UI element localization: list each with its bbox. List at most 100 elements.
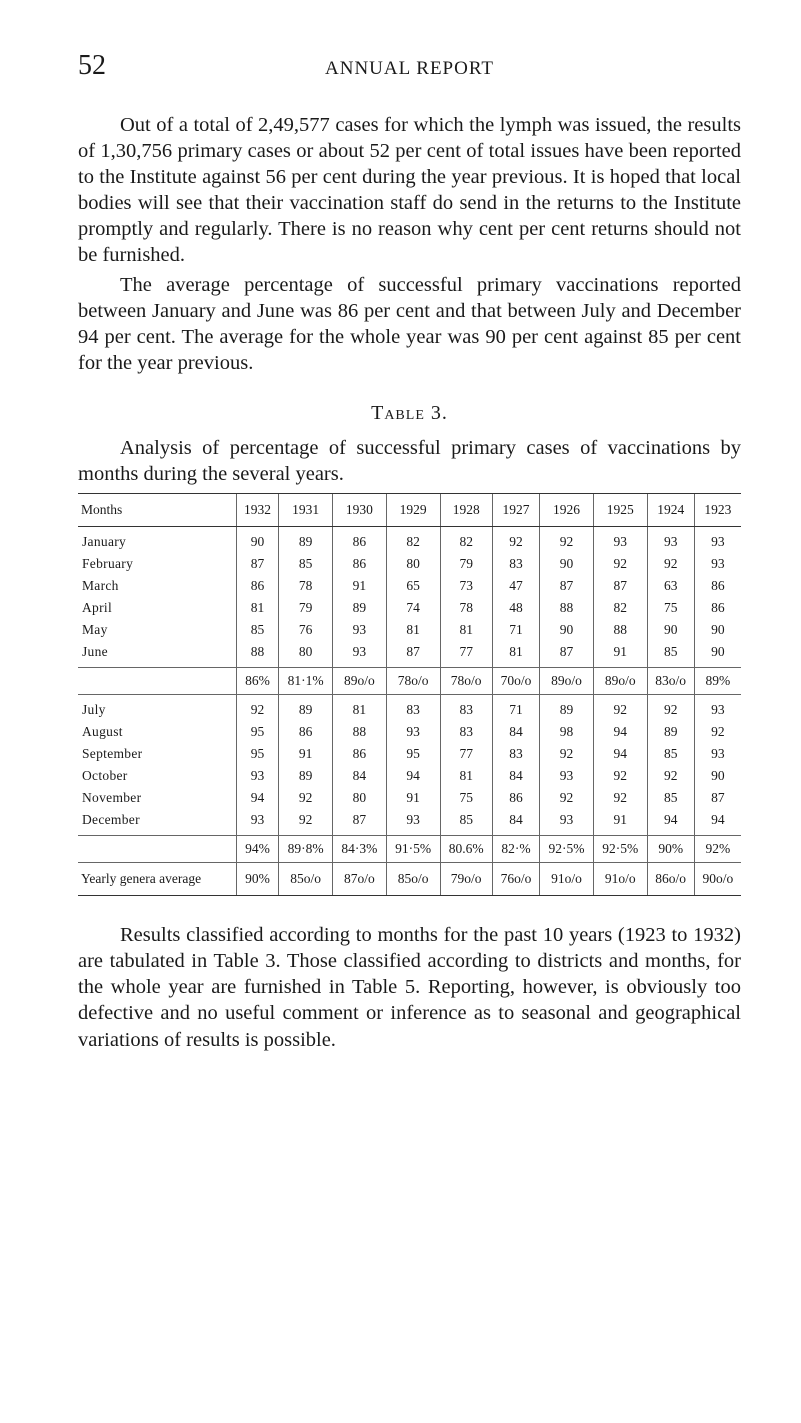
cell: 91 [333,575,387,597]
cell: 95 [236,743,279,765]
cell: 92·5% [540,836,594,863]
cell: 89% [694,668,741,695]
paragraph-1: Out of a total of 2,49,577 cases for whi… [78,112,741,268]
cell: 82 [440,527,492,554]
table-header-row: Months 1932 1931 1930 1929 1928 1927 192… [78,494,741,527]
cell: 89·8% [279,836,333,863]
paragraph-3: Results classified according to months f… [78,922,741,1052]
cell: 92 [647,765,694,787]
cell: 93 [593,527,647,554]
cell: 92 [593,765,647,787]
cell: 82 [593,597,647,619]
cell-month: March [78,575,236,597]
table-3: Months 1932 1931 1930 1929 1928 1927 192… [78,493,741,896]
col-1925: 1925 [593,494,647,527]
cell: 87 [593,575,647,597]
cell: 76o/o [492,863,539,896]
cell: 63 [647,575,694,597]
cell: 89 [647,721,694,743]
cell: 90o/o [694,863,741,896]
cell: 84 [333,765,387,787]
cell: 86 [279,721,333,743]
table-row: March 86 78 91 65 73 47 87 87 63 86 [78,575,741,597]
table-row: April 81 79 89 74 78 48 88 82 75 86 [78,597,741,619]
cell: 85 [647,743,694,765]
cell: 87 [333,809,387,836]
table-row: June 88 80 93 87 77 81 87 91 85 90 [78,641,741,668]
cell: 73 [440,575,492,597]
col-1931: 1931 [279,494,333,527]
cell: 92 [279,787,333,809]
cell-month: November [78,787,236,809]
table-caption: Table 3. [78,402,741,425]
cell: 93 [333,619,387,641]
table-row: February 87 85 86 80 79 83 90 92 92 93 [78,553,741,575]
cell: 92 [540,743,594,765]
cell: 87 [694,787,741,809]
table-row: January 90 89 86 82 82 92 92 93 93 93 [78,527,741,554]
running-head: 52 ANNUAL REPORT [78,50,741,82]
cell: 91·5% [386,836,440,863]
cell: 86 [333,743,387,765]
cell: 92 [236,695,279,722]
table-half2-avg-row: 94% 89·8% 84·3% 91·5% 80.6% 82·% 92·5% 9… [78,836,741,863]
cell: 90 [694,619,741,641]
cell: 86 [694,575,741,597]
paragraph-2: The average percentage of successful pri… [78,272,741,376]
cell: 81 [386,619,440,641]
cell: 94 [386,765,440,787]
cell: 93 [694,743,741,765]
cell: 82 [386,527,440,554]
cell: 81 [492,641,539,668]
cell: 90 [540,553,594,575]
table-row: August 95 86 88 93 83 84 98 94 89 92 [78,721,741,743]
cell: 80 [386,553,440,575]
cell: 85 [279,553,333,575]
cell: 84 [492,765,539,787]
cell: 89o/o [593,668,647,695]
cell-month: April [78,597,236,619]
cell: 93 [647,527,694,554]
table-yearly-avg-row: Yearly genera average 90% 85o/o 87o/o 85… [78,863,741,896]
cell: 95 [386,743,440,765]
cell: 91 [386,787,440,809]
cell: 86 [333,553,387,575]
cell: 87 [540,575,594,597]
cell: 77 [440,641,492,668]
cell: 78 [279,575,333,597]
col-1927: 1927 [492,494,539,527]
cell: 86 [236,575,279,597]
cell: 88 [333,721,387,743]
cell: 92 [492,527,539,554]
cell-month: June [78,641,236,668]
cell-month: September [78,743,236,765]
cell-month: August [78,721,236,743]
page: 52 ANNUAL REPORT Out of a total of 2,49,… [0,0,801,1423]
cell: 83o/o [647,668,694,695]
cell: 93 [694,553,741,575]
cell: 71 [492,695,539,722]
page-number: 52 [78,50,138,82]
cell: 90 [540,619,594,641]
cell: 94 [647,809,694,836]
col-1926: 1926 [540,494,594,527]
cell: 80 [333,787,387,809]
cell: 89 [279,765,333,787]
cell: 87 [540,641,594,668]
cell: 95 [236,721,279,743]
cell: 92 [647,695,694,722]
cell: 91o/o [593,863,647,896]
cell: 85 [647,641,694,668]
cell: 89o/o [333,668,387,695]
cell: 80.6% [440,836,492,863]
cell: 84 [492,809,539,836]
cell: 87o/o [333,863,387,896]
cell: 70o/o [492,668,539,695]
cell-month: February [78,553,236,575]
cell: 92 [694,721,741,743]
cell: 90 [694,765,741,787]
cell-month: January [78,527,236,554]
col-1932: 1932 [236,494,279,527]
table-row: July 92 89 81 83 83 71 89 92 92 93 [78,695,741,722]
cell: 77 [440,743,492,765]
